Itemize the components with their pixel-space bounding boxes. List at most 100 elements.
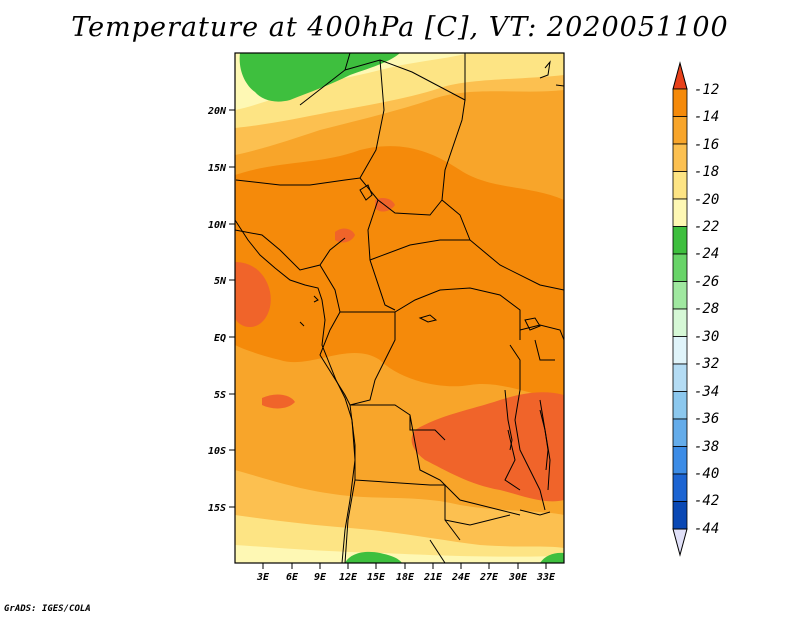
lon-label: 3E (256, 572, 270, 583)
lat-label: 10S (208, 446, 226, 457)
colorbar-label: -12 (694, 82, 719, 98)
colorbar-box (672, 473, 688, 502)
field-cold-spot-south-1 (345, 551, 402, 563)
lon-label: 9E (314, 572, 327, 583)
map-frame (234, 52, 565, 564)
lon-label: 24E (451, 572, 471, 583)
colorbar-label: -40 (694, 466, 719, 482)
colorbar-box (672, 88, 688, 117)
border-line (340, 287, 521, 340)
colorbar-label: -14 (694, 109, 719, 125)
colorbar-box (672, 143, 688, 172)
colorbar-top-arrow (672, 61, 688, 90)
colorbar-label: -16 (694, 137, 719, 153)
colorbar-box (672, 226, 688, 255)
colorbar-box (672, 116, 688, 145)
footer-credit: GrADS: IGES/COLA (4, 604, 91, 614)
longitude-axis: 3E 6E 9E 12E 15E 18E 21E 24E 27E 30E 33E (256, 563, 556, 583)
lat-label: 15S (208, 503, 226, 514)
lake-tanganyika (504, 389, 513, 451)
coast-fragment (519, 509, 551, 516)
field-band-14-12-central (235, 146, 564, 400)
colorbar-box (672, 363, 688, 392)
field-band-22-20-south (235, 545, 564, 563)
chart-title: Temperature at 400hPa [C], VT: 202005110… (71, 12, 729, 43)
field-cold-spot-south-2 (540, 552, 564, 563)
border-line (369, 239, 470, 261)
border-line (534, 339, 555, 361)
lon-label: 27E (479, 572, 499, 583)
coast-fragment (539, 60, 551, 79)
colorbar-label: -34 (694, 384, 719, 400)
lat-label: 10N (208, 220, 227, 231)
colorbar-box (672, 336, 688, 365)
colorbar-label: -24 (694, 246, 719, 262)
colorbar-box (672, 446, 688, 475)
colorbar-box (672, 391, 688, 420)
island (313, 295, 319, 303)
colorbar-labels: -12 -14 -16 -18 -20 -22 -24 -26 -28 -30 … (694, 82, 719, 537)
lat-label: 5S (214, 390, 226, 401)
field-warm-spot-west (235, 262, 271, 328)
colorbar-label: -20 (694, 192, 719, 208)
lon-label: 33E (536, 572, 556, 583)
border-line (354, 479, 461, 541)
colorbar-label: -36 (694, 411, 719, 427)
field-warm-blob-1 (335, 228, 355, 243)
lat-label: 15N (208, 163, 227, 174)
border-line (409, 414, 521, 516)
border-line (344, 53, 466, 101)
border-line (349, 312, 396, 406)
lon-label: 12E (339, 572, 358, 583)
colorbar-box (672, 198, 688, 227)
border-line (359, 59, 385, 179)
field-warm-blob-3 (262, 394, 295, 409)
colorbar-label: -42 (694, 493, 719, 509)
colorbar-label: -26 (694, 274, 719, 290)
colorbar-label: -22 (694, 219, 719, 235)
colorbar-box (672, 281, 688, 310)
colorbar-label: -32 (694, 356, 719, 372)
border-line (319, 264, 351, 406)
lat-label: 20N (207, 106, 227, 117)
border-line (519, 324, 564, 341)
colorbar-box (672, 418, 688, 447)
latitude-axis: 20N 15N 10N 5N EQ 5S 10S 15S (207, 106, 235, 514)
lon-label: 6E (286, 572, 299, 583)
field-warm-zone-southeast (411, 392, 564, 502)
temperature-field (235, 53, 564, 563)
colorbar-boxes (672, 88, 688, 530)
colorbar-label: -30 (694, 329, 719, 345)
field-band-24-22-north (239, 53, 400, 102)
lake-malawi (539, 409, 549, 471)
colorbar-label: -44 (694, 521, 719, 537)
lon-label: 21E (423, 572, 443, 583)
lon-label: 30E (508, 572, 528, 583)
coastline (235, 219, 356, 563)
border-line (235, 229, 346, 271)
colorbar-label: -28 (694, 301, 719, 317)
border-line (509, 344, 546, 511)
colorbar-box (672, 253, 688, 282)
lat-label: EQ (214, 333, 226, 344)
coast-fragment (555, 84, 564, 87)
lake-inland (418, 314, 438, 323)
lake-victoria (524, 317, 541, 331)
border-line (444, 514, 511, 526)
country-borders (235, 53, 564, 563)
colorbar-label: -38 (694, 439, 719, 455)
lon-label: 18E (396, 572, 415, 583)
colorbar-box (672, 501, 688, 530)
colorbar-box (672, 308, 688, 337)
border-line (429, 539, 446, 563)
border-line (350, 404, 446, 441)
lon-label: 15E (367, 572, 386, 583)
lake-chad (359, 184, 373, 201)
border-line (235, 177, 443, 216)
colorbar: -12 -14 -16 -18 -20 -22 -24 -26 -28 -30 … (672, 61, 719, 557)
lat-label: 5N (214, 276, 227, 287)
colorbar-label: -18 (694, 164, 719, 180)
colorbar-bottom-arrow (672, 528, 688, 557)
colorbar-box (672, 171, 688, 200)
